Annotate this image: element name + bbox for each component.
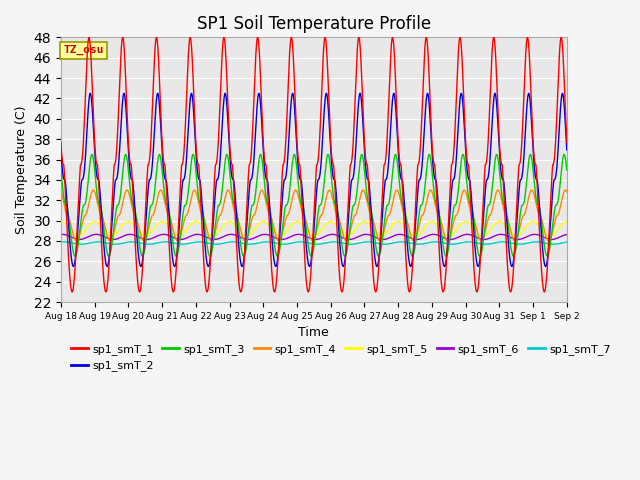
sp1_smT_2 — [563, 147, 571, 153]
Legend: sp1_smT_1, sp1_smT_2, sp1_smT_3, sp1_smT_4, sp1_smT_5, sp1_smT_6, sp1_smT_7: sp1_smT_1, sp1_smT_2, sp1_smT_3, sp1_smT… — [67, 340, 615, 376]
Line: sp1_smT_6: sp1_smT_6 — [61, 234, 567, 240]
sp1_smT_4 — [198, 213, 206, 218]
X-axis label: Time: Time — [298, 326, 329, 339]
sp1_smT_2 — [532, 177, 540, 182]
sp1_smT_3 — [340, 251, 348, 257]
sp1_smT_1 — [57, 139, 65, 145]
sp1_smT_7 — [329, 239, 337, 245]
sp1_smT_3 — [307, 253, 315, 259]
sp1_smT_7 — [340, 240, 348, 246]
Y-axis label: Soil Temperature (C): Soil Temperature (C) — [15, 106, 28, 234]
sp1_smT_2 — [518, 170, 526, 176]
sp1_smT_5 — [461, 219, 468, 225]
sp1_smT_6 — [340, 235, 348, 241]
sp1_smT_4 — [340, 233, 348, 239]
sp1_smT_6 — [160, 231, 168, 237]
sp1_smT_6 — [329, 231, 337, 237]
sp1_smT_2 — [461, 134, 468, 140]
sp1_smT_6 — [532, 232, 540, 238]
sp1_smT_1 — [328, 156, 336, 162]
Line: sp1_smT_4: sp1_smT_4 — [61, 190, 567, 241]
Line: sp1_smT_5: sp1_smT_5 — [61, 222, 567, 236]
sp1_smT_5 — [198, 223, 206, 229]
sp1_smT_3 — [198, 204, 206, 209]
sp1_smT_7 — [518, 241, 526, 247]
Line: sp1_smT_1: sp1_smT_1 — [61, 37, 567, 292]
sp1_smT_4 — [57, 189, 65, 194]
sp1_smT_1 — [532, 167, 540, 173]
sp1_smT_2 — [340, 264, 348, 269]
sp1_smT_2 — [329, 170, 337, 176]
sp1_smT_2 — [188, 90, 195, 96]
sp1_smT_1 — [524, 35, 531, 40]
sp1_smT_4 — [329, 195, 337, 201]
sp1_smT_4 — [173, 238, 181, 244]
sp1_smT_2 — [204, 264, 212, 269]
sp1_smT_5 — [328, 219, 336, 225]
sp1_smT_7 — [198, 239, 206, 245]
sp1_smT_7 — [57, 239, 65, 245]
sp1_smT_4 — [563, 189, 571, 194]
sp1_smT_3 — [329, 186, 337, 192]
sp1_smT_7 — [263, 239, 271, 245]
sp1_smT_6 — [563, 232, 571, 238]
sp1_smT_7 — [532, 239, 540, 245]
sp1_smT_3 — [291, 152, 298, 157]
sp1_smT_6 — [461, 232, 468, 238]
sp1_smT_7 — [461, 239, 468, 245]
sp1_smT_4 — [191, 187, 198, 193]
Line: sp1_smT_7: sp1_smT_7 — [61, 242, 567, 244]
sp1_smT_1 — [541, 289, 548, 295]
sp1_smT_3 — [461, 160, 468, 166]
sp1_smT_5 — [339, 231, 347, 237]
Title: SP1 Soil Temperature Profile: SP1 Soil Temperature Profile — [196, 15, 431, 33]
sp1_smT_5 — [518, 229, 526, 235]
sp1_smT_1 — [339, 286, 347, 291]
sp1_smT_3 — [57, 168, 65, 173]
sp1_smT_6 — [518, 236, 526, 241]
sp1_smT_3 — [518, 203, 526, 208]
sp1_smT_3 — [563, 168, 571, 173]
Line: sp1_smT_2: sp1_smT_2 — [61, 93, 567, 266]
sp1_smT_5 — [563, 219, 571, 225]
sp1_smT_5 — [57, 219, 65, 225]
sp1_smT_3 — [532, 198, 540, 204]
sp1_smT_4 — [532, 203, 540, 209]
sp1_smT_2 — [57, 147, 65, 153]
sp1_smT_6 — [143, 237, 151, 242]
sp1_smT_1 — [563, 139, 571, 145]
sp1_smT_5 — [532, 220, 540, 226]
Line: sp1_smT_3: sp1_smT_3 — [61, 155, 567, 256]
sp1_smT_4 — [461, 188, 468, 193]
Text: TZ_osu: TZ_osu — [63, 45, 104, 56]
sp1_smT_6 — [57, 232, 65, 238]
sp1_smT_7 — [563, 239, 571, 245]
sp1_smT_2 — [198, 203, 206, 209]
sp1_smT_1 — [518, 135, 526, 141]
sp1_smT_4 — [518, 214, 526, 220]
sp1_smT_5 — [74, 233, 82, 239]
sp1_smT_6 — [198, 232, 206, 238]
sp1_smT_1 — [461, 113, 468, 119]
sp1_smT_1 — [198, 225, 206, 231]
sp1_smT_7 — [246, 241, 253, 247]
